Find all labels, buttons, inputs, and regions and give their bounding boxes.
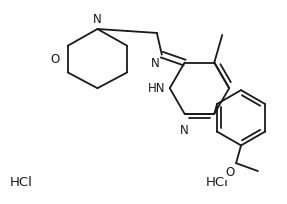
Text: N: N	[151, 57, 160, 70]
Text: N: N	[93, 13, 102, 26]
Text: N: N	[180, 124, 189, 137]
Text: O: O	[226, 166, 235, 179]
Text: HN: HN	[148, 82, 166, 95]
Text: HCl: HCl	[10, 176, 33, 189]
Text: O: O	[51, 53, 60, 66]
Text: HCl: HCl	[206, 176, 229, 189]
